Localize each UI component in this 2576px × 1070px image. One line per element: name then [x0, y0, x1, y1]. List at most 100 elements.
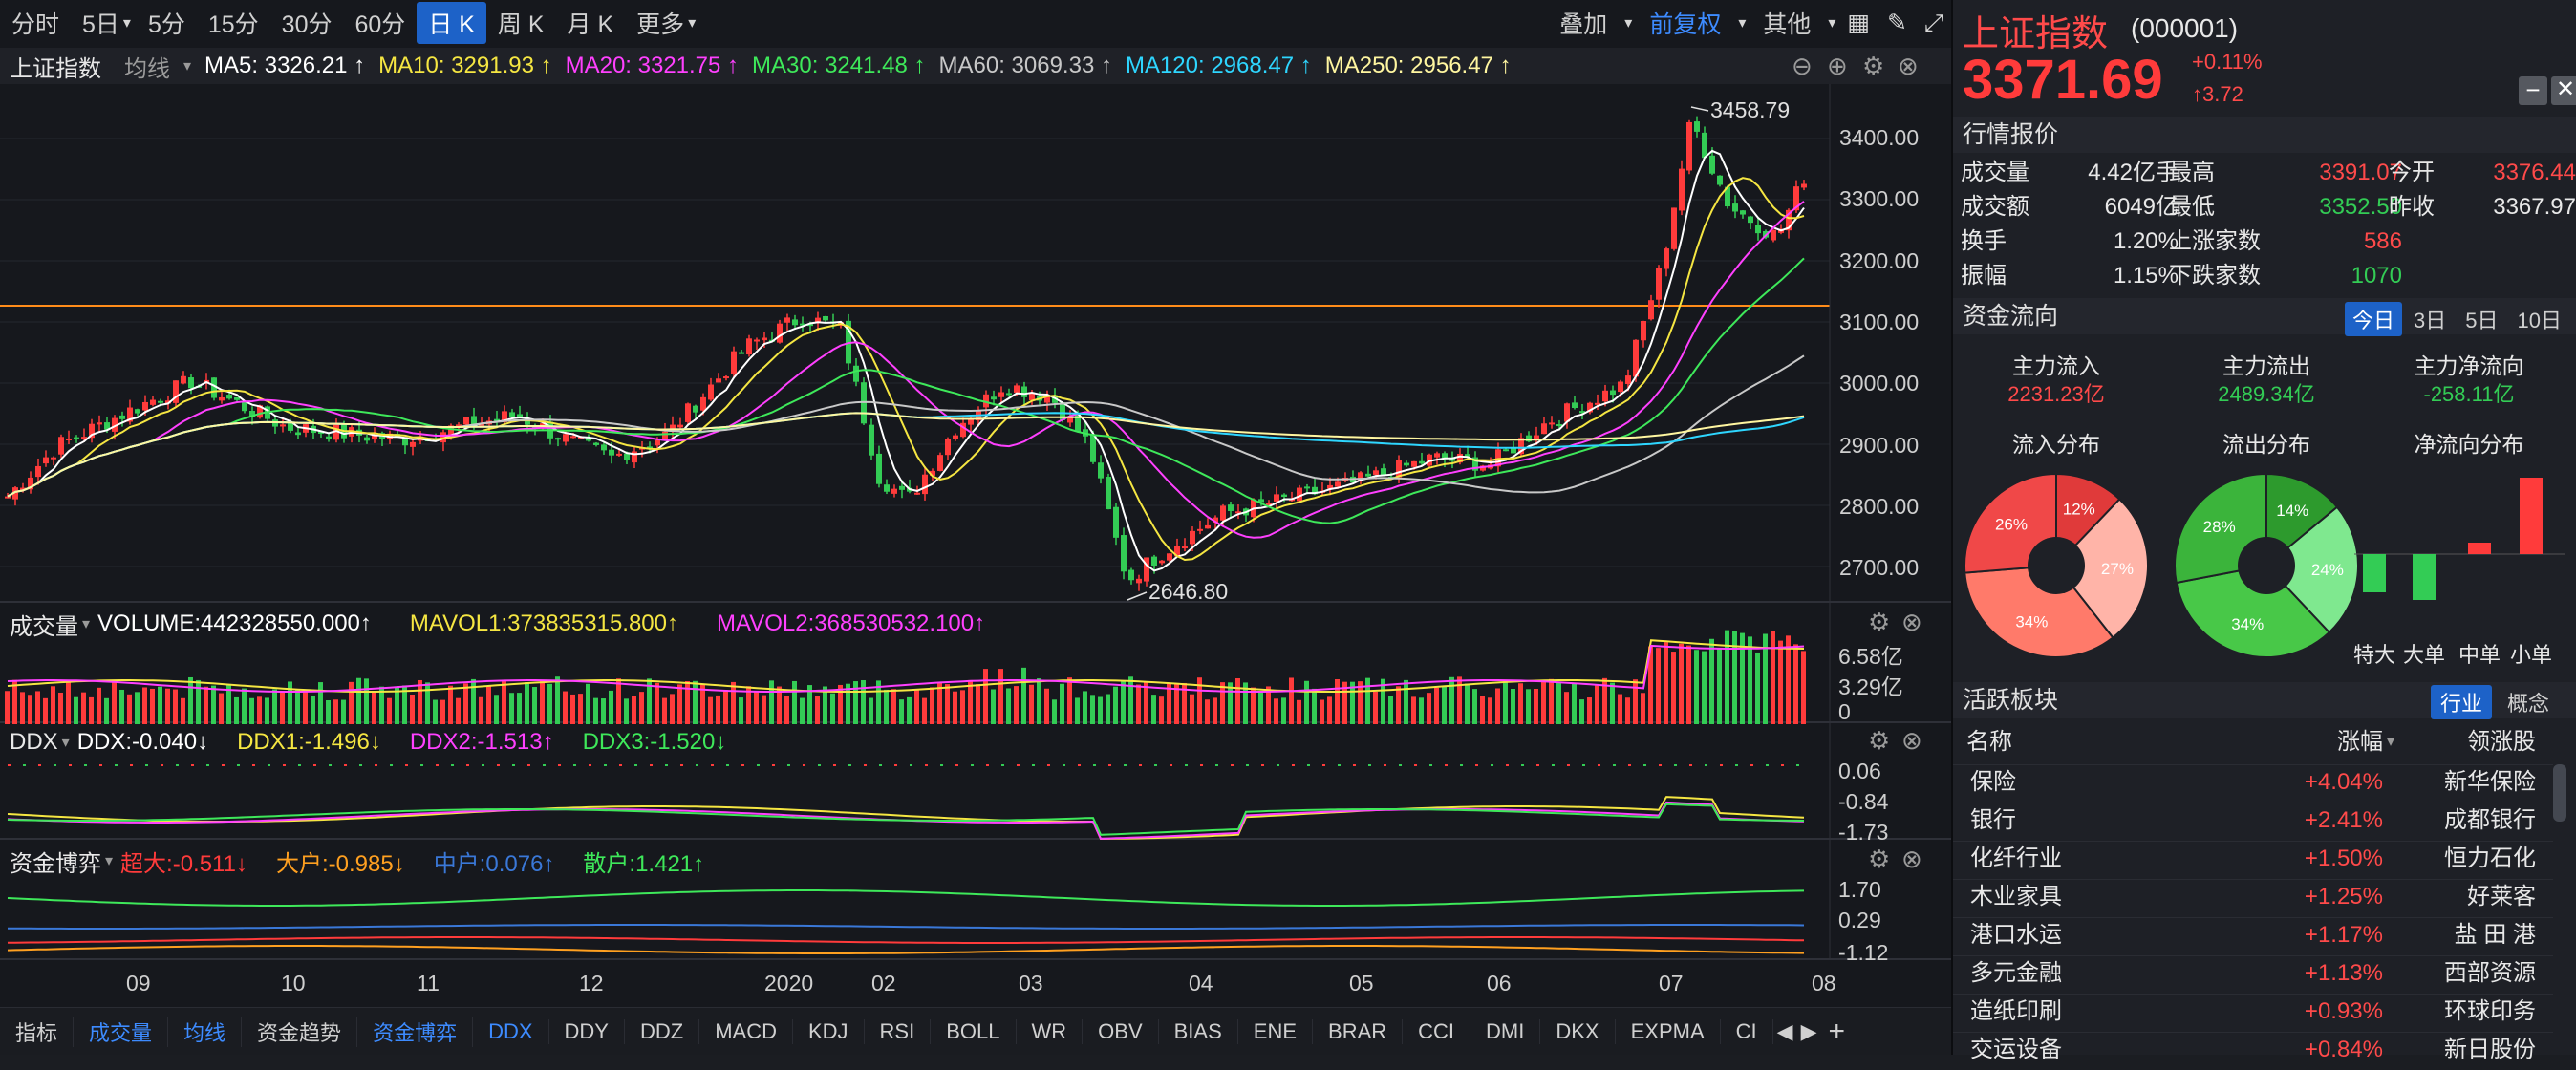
indicator-tab-3[interactable]: 资金趋势 [242, 1016, 358, 1047]
flow-tab-1[interactable]: 3日 [2414, 309, 2447, 332]
table-row[interactable] [1953, 994, 2553, 1032]
sector-tab-0[interactable]: 行业 [2431, 685, 2493, 719]
ma-type-dropdown[interactable]: 均线 [124, 55, 170, 82]
table-row[interactable] [1953, 841, 2553, 879]
indicator-tab-4[interactable]: 资金博弈 [357, 1016, 474, 1047]
period-2[interactable]: 5分 [147, 11, 185, 38]
indicator-tab-11[interactable]: BOLL [931, 1018, 1017, 1044]
sector-leader[interactable]: 环球印务 [2444, 998, 2536, 1024]
period-8[interactable]: 月 K [567, 11, 614, 38]
indicator-tab-15[interactable]: ENE [1238, 1018, 1314, 1044]
period-7[interactable]: 周 K [497, 11, 545, 38]
brush-icon[interactable]: ✎ [1887, 10, 1907, 36]
indicator-tab-17[interactable]: CCI [1403, 1018, 1471, 1044]
table-row[interactable] [1953, 1032, 2553, 1070]
volume-bar [402, 685, 407, 724]
period-4[interactable]: 30分 [281, 11, 333, 38]
adjust-dropdown[interactable]: 前复权 [1649, 11, 1722, 38]
period-9[interactable]: 更多 [636, 11, 685, 38]
volume-bar [5, 691, 10, 724]
flow-tab-2[interactable]: 5日 [2465, 309, 2499, 332]
period-3[interactable]: 15分 [207, 11, 259, 38]
volume-bar [1304, 680, 1309, 724]
scroll-right-icon[interactable]: ▶ [1800, 1018, 1817, 1043]
indicator-tab-20[interactable]: EXPMA [1616, 1018, 1721, 1044]
sector-name[interactable]: 银行 [1970, 807, 2016, 833]
sector-leader[interactable]: 好莱客 [2467, 884, 2536, 910]
indicator-tab-9[interactable]: KDJ [793, 1018, 865, 1044]
close-icon[interactable]: ⊗ [1901, 845, 1922, 873]
period-5[interactable]: 60分 [354, 11, 406, 38]
sector-name[interactable]: 多元金融 [1970, 960, 2062, 986]
sector-col-header[interactable]: 名称 [1966, 729, 2012, 755]
sector-leader[interactable]: 恒力石化 [2444, 845, 2536, 871]
sector-name[interactable]: 保险 [1970, 769, 2016, 795]
sector-name[interactable]: 木业家具 [1970, 884, 2062, 910]
flow-tab-0[interactable]: 今日 [2345, 302, 2403, 336]
flow-tab-3[interactable]: 10日 [2517, 309, 2562, 332]
sector-leader[interactable]: 成都银行 [2444, 807, 2536, 833]
plus-circle-icon[interactable]: ⊕ [1827, 52, 1848, 80]
indicator-tab-1[interactable]: 成交量 [74, 1016, 169, 1047]
add-indicator-icon[interactable]: + [1828, 1015, 1846, 1047]
table-row[interactable] [1953, 802, 2553, 841]
period-6[interactable]: 日 K [417, 2, 486, 44]
ma30-value: MA30: 3241.48 ↑ [752, 53, 926, 78]
indicator-tab-6[interactable]: DDY [549, 1018, 625, 1044]
sector-name[interactable]: 港口水运 [1970, 922, 2062, 948]
scroll-left-icon[interactable]: ◀ [1776, 1018, 1793, 1043]
indicator-tab-14[interactable]: BIAS [1159, 1018, 1238, 1044]
table-row[interactable] [1953, 879, 2553, 917]
period-1[interactable]: 5日 [82, 11, 119, 38]
settings-icon[interactable]: ⚙ [1868, 726, 1891, 755]
table-row[interactable] [1953, 764, 2553, 802]
candle-body [815, 317, 821, 323]
indicator-tab-2[interactable]: 均线 [168, 1016, 243, 1047]
sector-col-header[interactable]: 涨幅 [2337, 729, 2383, 755]
volume-bar [1763, 633, 1768, 724]
settings-icon[interactable]: ⚙ [1868, 845, 1891, 873]
quote-cell: 最低 [2169, 194, 2215, 220]
sector-tab-1[interactable]: 概念 [2507, 692, 2550, 716]
close-button[interactable]: ✕ [2551, 76, 2576, 105]
indicator-tab-13[interactable]: OBV [1083, 1018, 1159, 1044]
indicator-tab-8[interactable]: MACD [699, 1018, 793, 1044]
overlay-dropdown[interactable]: 叠加 [1559, 11, 1608, 38]
indicator-tab-18[interactable]: DMI [1470, 1018, 1541, 1044]
volume-bar [173, 689, 178, 724]
sector-leader[interactable]: 新日股份 [2444, 1037, 2536, 1062]
period-0[interactable]: 分时 [11, 11, 60, 38]
settings-icon[interactable]: ⚙ [1868, 608, 1891, 636]
sector-col-header[interactable]: 领涨股 [2467, 729, 2536, 755]
indicator-tab-7[interactable]: DDZ [625, 1018, 700, 1044]
indicator-tab-12[interactable]: WR [1017, 1018, 1084, 1044]
indicator-tab-19[interactable]: DKX [1540, 1018, 1616, 1044]
close-icon[interactable]: ⊗ [1898, 52, 1919, 80]
close-icon[interactable]: ⊗ [1901, 726, 1922, 755]
sector-name[interactable]: 化纤行业 [1970, 845, 2062, 871]
close-icon[interactable]: ⊗ [1901, 608, 1922, 636]
minus-button[interactable]: − [2519, 76, 2547, 105]
indicator-tab-5[interactable]: DDX [473, 1018, 549, 1044]
minus-circle-icon[interactable]: ⊖ [1792, 52, 1813, 80]
table-row[interactable] [1953, 955, 2553, 994]
fullscreen-icon[interactable]: ⤢ [1923, 9, 1943, 36]
sector-name[interactable]: 造纸印刷 [1970, 998, 2062, 1024]
net-label: 大单 [2402, 643, 2445, 667]
indicator-tab-10[interactable]: RSI [865, 1018, 932, 1044]
settings-icon[interactable]: ⚙ [1862, 52, 1885, 80]
volume-bar [295, 689, 300, 724]
other-dropdown[interactable]: 其他 [1763, 11, 1812, 38]
table-row[interactable] [1953, 917, 2553, 955]
indicator-tab-21[interactable]: CI [1721, 1018, 1773, 1044]
sector-leader[interactable]: 新华保险 [2444, 769, 2536, 795]
sector-leader[interactable]: 盐 田 港 [2454, 922, 2536, 948]
grid-icon[interactable]: ▦ [1847, 10, 1871, 36]
sector-leader[interactable]: 西部资源 [2444, 960, 2536, 986]
candle-body [5, 496, 11, 499]
indicator-tab-0[interactable]: 指标 [0, 1016, 75, 1047]
indicator-tab-16[interactable]: BRAR [1313, 1018, 1404, 1044]
candle-body [922, 474, 928, 495]
sector-scrollbar-thumb[interactable] [2553, 764, 2566, 822]
